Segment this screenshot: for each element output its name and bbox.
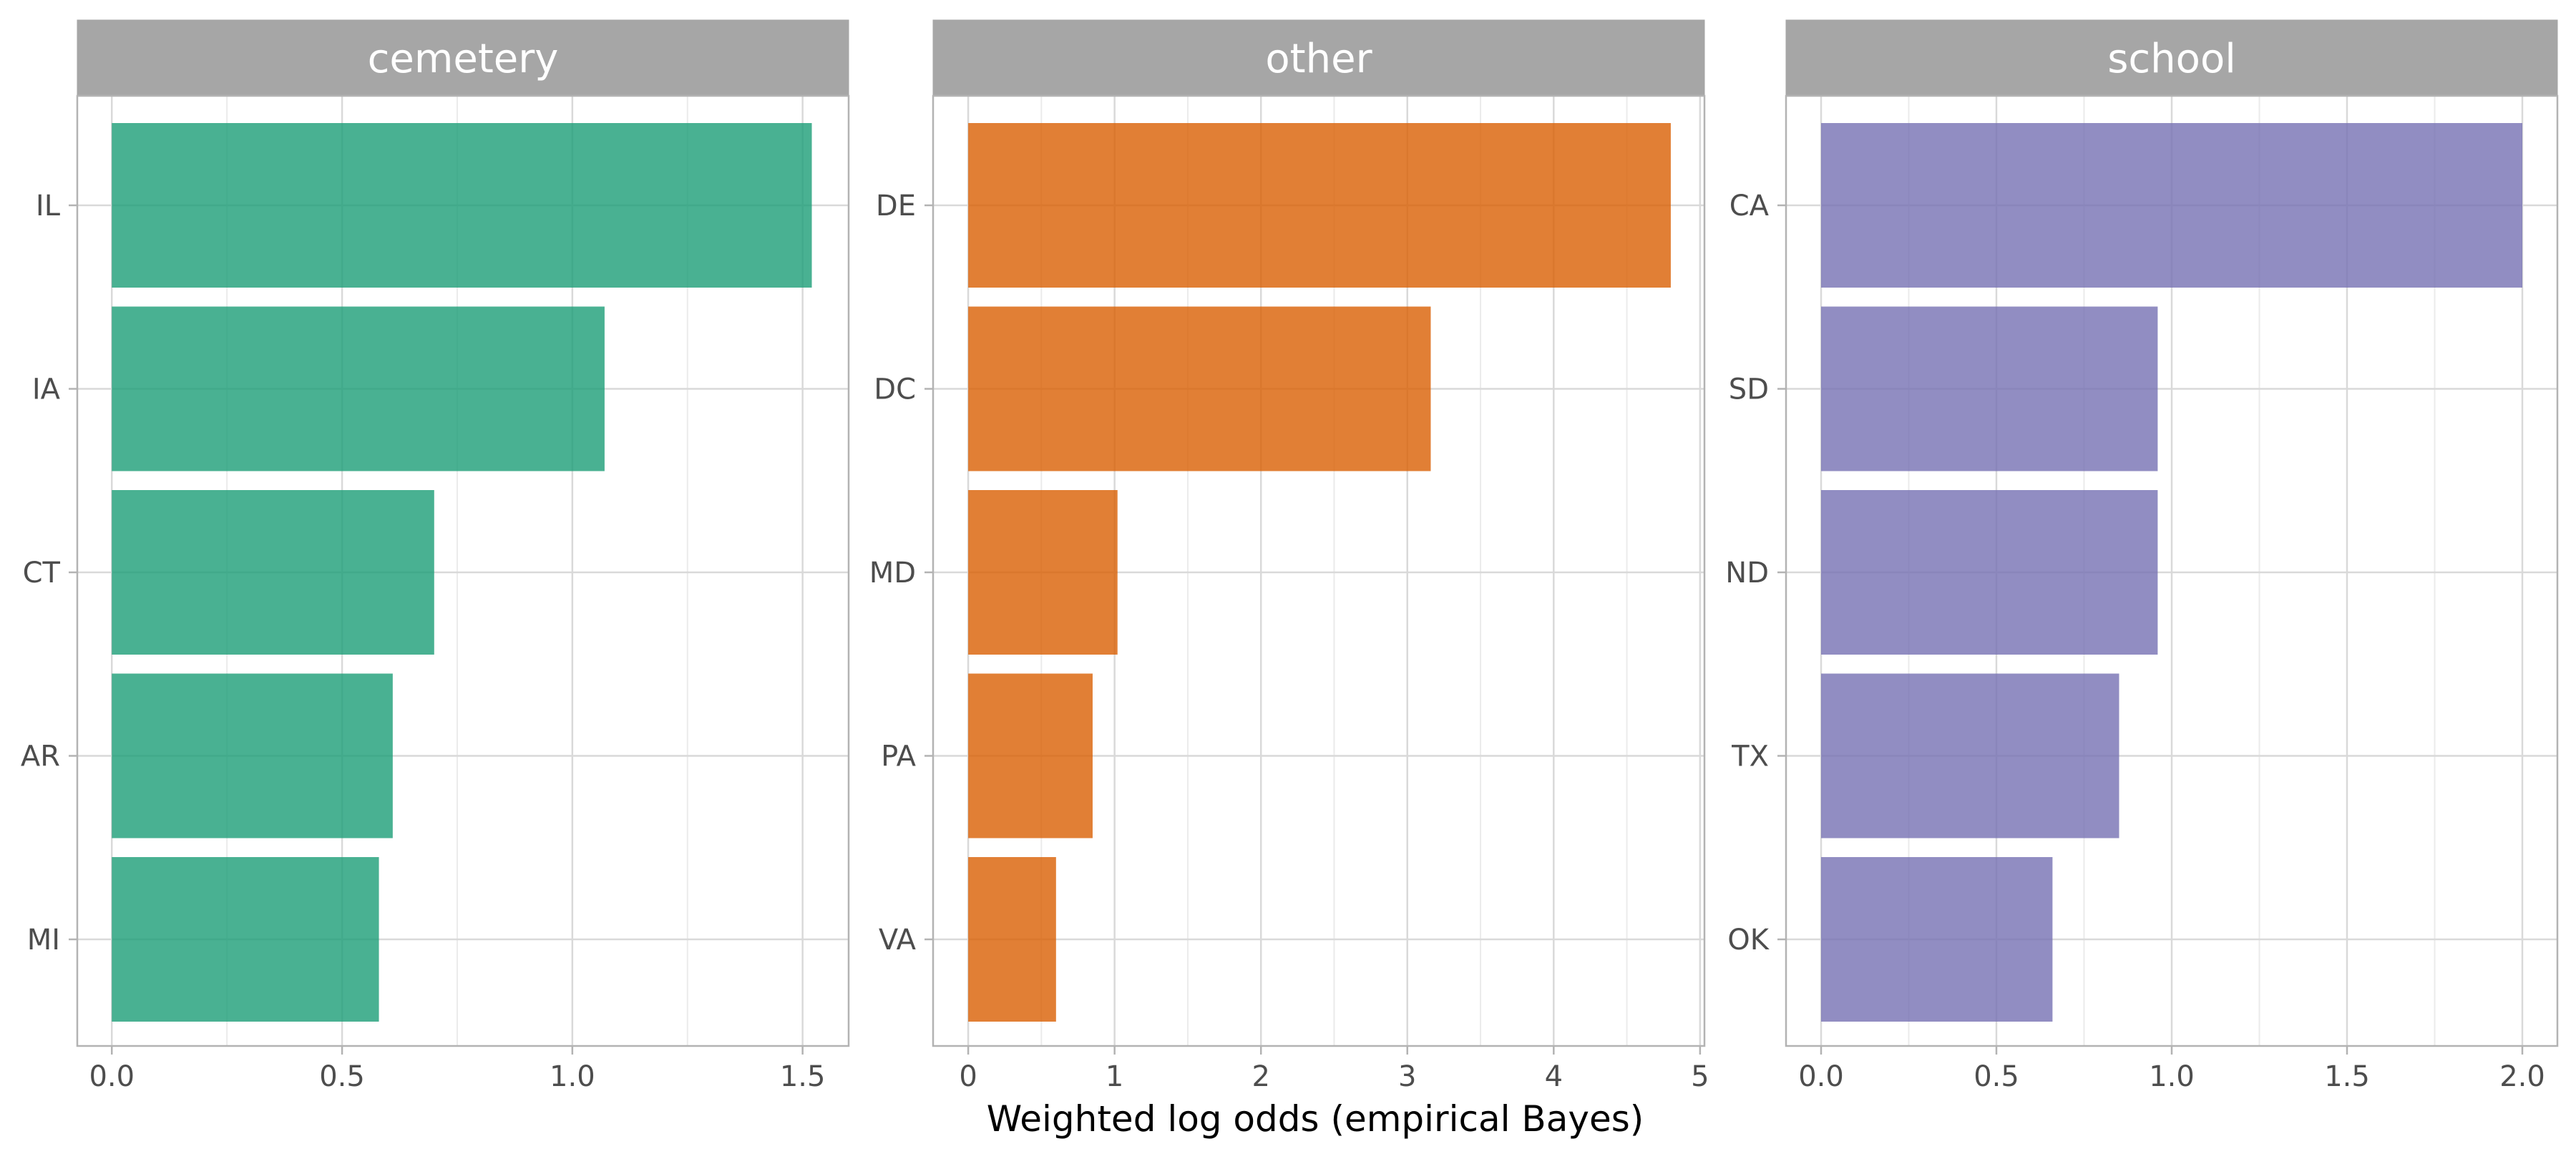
bar-ar [112,673,393,838]
bar-ok [1821,857,2053,1022]
bar-nd [1821,490,2158,655]
x-tick-label: 2.0 [2499,1060,2545,1093]
y-tick-label: SD [1729,373,1769,406]
facet-strip [932,19,1705,97]
x-tick-label: 0 [959,1060,977,1093]
bar-mi [112,857,379,1022]
y-tick-label: CA [1729,190,1770,222]
x-tick-label: 1 [1106,1060,1123,1093]
y-tick-label: AR [21,740,60,773]
y-tick-label: MI [27,924,60,957]
bar-sd [1821,306,2158,471]
y-tick-label: OK [1727,924,1770,957]
bar-va [968,857,1056,1022]
facet-title: cemetery [368,36,559,82]
y-tick-label: CT [23,557,61,590]
bar-tx [1821,673,2119,838]
facet-strip [77,19,849,97]
bar-il [112,123,812,288]
x-tick-label: 3 [1398,1060,1416,1093]
x-tick-label: 5 [1691,1060,1709,1093]
panel-border [76,94,850,1047]
y-tick-label: PA [881,740,917,773]
panel-border [932,94,1706,1047]
bar-ca [1821,123,2522,288]
y-tick-label: DE [876,190,916,222]
x-axis-title: Weighted log odds (empirical Bayes) [987,1098,1644,1140]
y-tick-label: IA [32,373,61,406]
y-tick-label: DC [874,373,916,406]
bar-ct [112,490,434,655]
y-tick-label: VA [879,924,917,957]
x-tick-label: 1.5 [780,1060,826,1093]
y-tick-label: IL [36,190,61,222]
x-tick-label: 0.5 [319,1060,365,1093]
facet-strip [1785,19,2558,97]
x-tick-label: 0.0 [1798,1060,1844,1093]
x-tick-label: 1.5 [2324,1060,2370,1093]
x-tick-label: 4 [1545,1060,1563,1093]
bar-de [968,123,1671,288]
bar-md [968,490,1118,655]
y-tick-label: ND [1725,557,1769,590]
facet-title: school [2107,36,2236,82]
x-tick-label: 2 [1252,1060,1269,1093]
bar-dc [968,306,1431,471]
x-tick-label: 1.0 [2149,1060,2195,1093]
facet-title: other [1265,36,1372,82]
x-tick-label: 0.0 [89,1060,135,1093]
y-tick-label: MD [869,557,916,590]
x-tick-label: 0.5 [1974,1060,2019,1093]
bar-pa [968,673,1093,838]
bar-ia [112,306,605,471]
x-tick-label: 1.0 [550,1060,595,1093]
y-tick-label: TX [1731,740,1769,773]
